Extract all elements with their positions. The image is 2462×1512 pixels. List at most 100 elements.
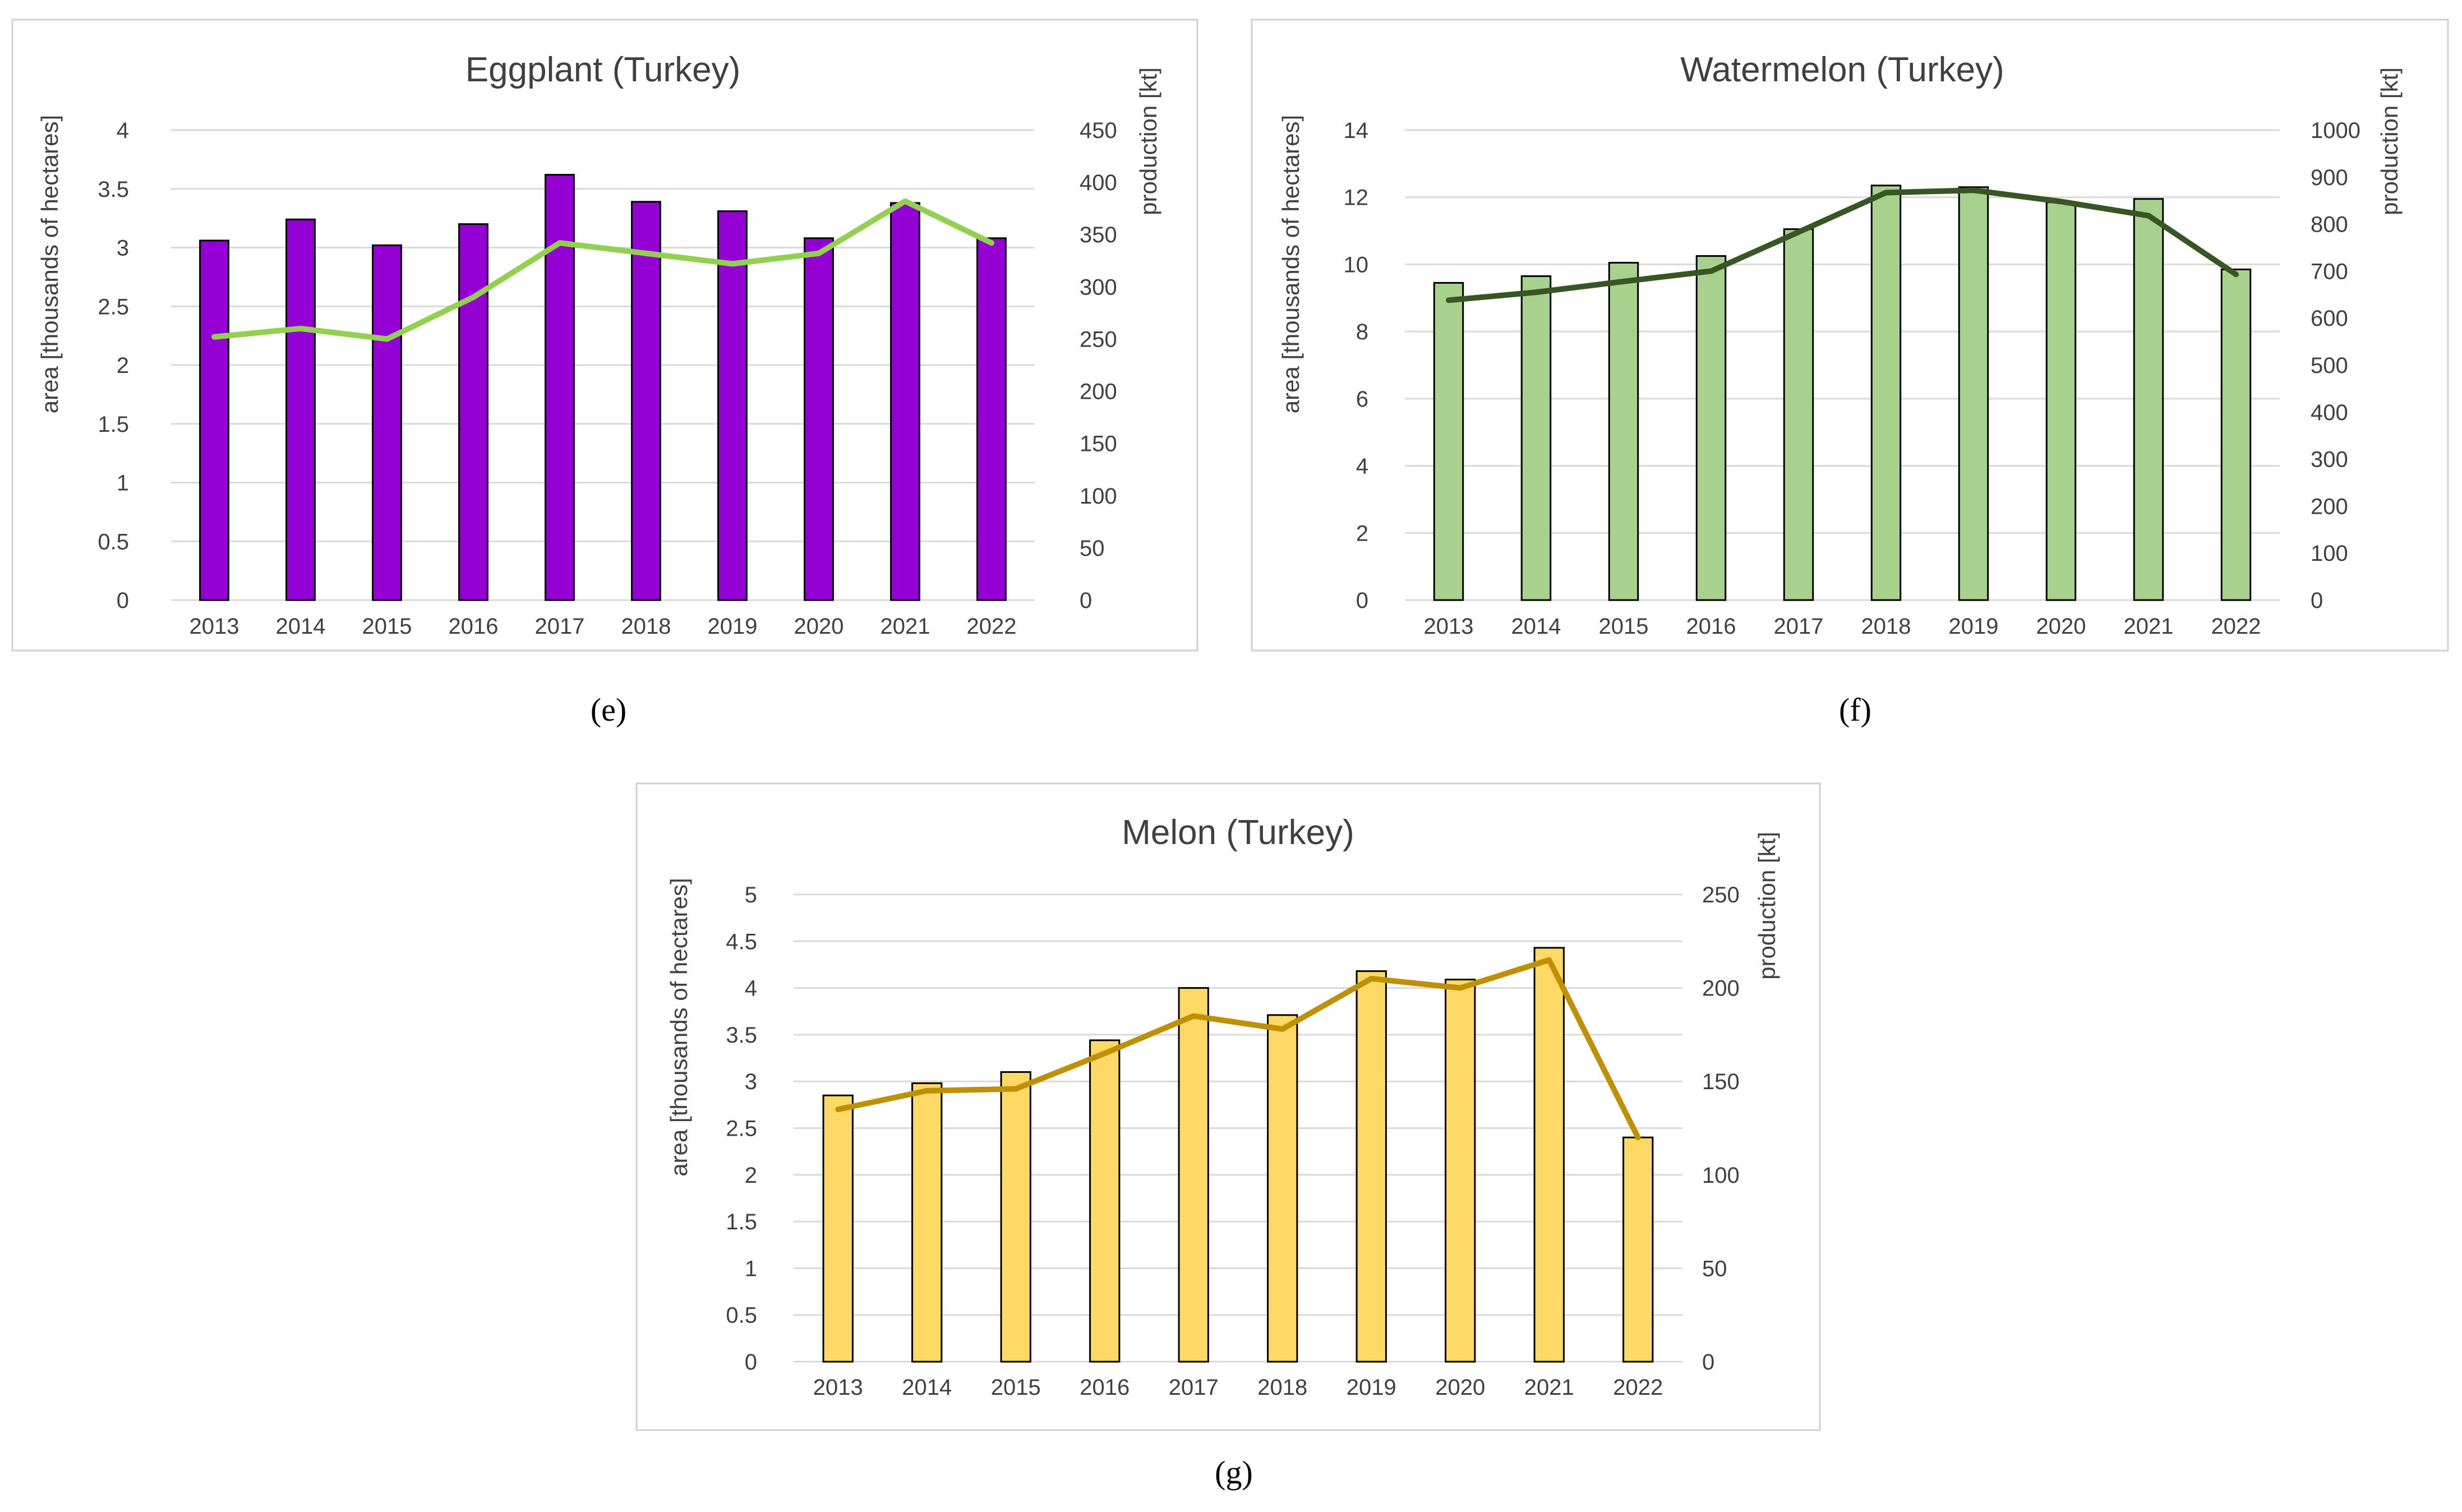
y2-tick-label: 300 — [1080, 275, 1117, 299]
bar — [717, 210, 748, 601]
bar — [2045, 201, 2077, 601]
bar — [2133, 198, 2164, 601]
bar — [1267, 1014, 1298, 1363]
bar — [1622, 1136, 1654, 1363]
chart-title: Eggplant (Turkey) — [465, 50, 740, 89]
series-line — [211, 198, 994, 342]
y2-tick-label: 500 — [2311, 353, 2348, 378]
x-tick-label: 2014 — [902, 1375, 952, 1400]
y-tick-label: 0.5 — [98, 529, 129, 554]
y2-tick-label: 150 — [1080, 432, 1117, 457]
x-tick-label: 2020 — [1435, 1375, 1485, 1400]
bar — [1958, 186, 1989, 601]
y2-tick-label: 150 — [1702, 1070, 1740, 1094]
bar — [545, 174, 575, 601]
y-tick-label: 0.5 — [726, 1303, 757, 1328]
y2-tick-label: 400 — [1080, 170, 1117, 195]
x-tick-label: 2022 — [2211, 614, 2261, 639]
y2-tick-label: 600 — [2311, 306, 2348, 331]
bar — [631, 201, 661, 601]
x-tick-label: 2022 — [1613, 1375, 1663, 1400]
chart-frame — [11, 19, 1198, 652]
y2-tick-label: 300 — [2311, 448, 2348, 472]
y-tick-label: 3.5 — [726, 1023, 757, 1048]
y-tick-label: 1 — [117, 471, 129, 496]
y-tick-label: 8 — [1356, 320, 1368, 344]
y2-axis-title: production [kt] — [2376, 67, 2403, 215]
y2-tick-label: 100 — [1080, 484, 1117, 509]
y2-tick-label: 400 — [2311, 400, 2348, 425]
y2-tick-label: 250 — [1080, 327, 1117, 352]
bar — [1000, 1071, 1031, 1363]
bar — [1520, 275, 1552, 601]
y2-tick-label: 350 — [1080, 223, 1117, 247]
x-tick-label: 2021 — [1524, 1375, 1574, 1400]
y2-tick-label: 250 — [1702, 883, 1740, 907]
bar — [976, 237, 1007, 601]
y-tick-label: 6 — [1356, 387, 1368, 412]
x-tick-label: 2013 — [190, 614, 239, 639]
y-tick-label: 10 — [1344, 252, 1369, 277]
bar — [1783, 228, 1814, 601]
y-tick-label: 2 — [117, 353, 129, 378]
y2-tick-label: 0 — [2311, 588, 2323, 613]
x-tick-label: 2021 — [2124, 614, 2174, 639]
y-tick-label: 2.5 — [726, 1117, 757, 1141]
x-tick-label: 2018 — [1257, 1375, 1307, 1400]
y-axis-title: area [thousands of hectares] — [1278, 115, 1304, 413]
x-tick-label: 2018 — [621, 614, 671, 639]
bar — [1870, 185, 1902, 601]
bar — [458, 223, 488, 601]
bar — [1178, 987, 1209, 1363]
panel-caption: (g) — [1215, 1454, 1253, 1491]
chart-title: Melon (Turkey) — [1122, 813, 1354, 852]
y-tick-label: 1 — [745, 1256, 757, 1281]
x-tick-label: 2015 — [1599, 614, 1649, 639]
y2-tick-label: 900 — [2311, 165, 2348, 190]
y2-tick-label: 100 — [1702, 1163, 1740, 1188]
y-tick-label: 5 — [745, 883, 757, 907]
y2-tick-label: 700 — [2311, 259, 2348, 284]
y-tick-label: 0 — [745, 1350, 757, 1375]
x-tick-label: 2019 — [708, 614, 758, 639]
bar — [1356, 970, 1387, 1363]
y2-tick-label: 450 — [1080, 118, 1117, 143]
y2-tick-label: 800 — [2311, 213, 2348, 237]
bar — [1445, 979, 1476, 1363]
x-tick-label: 2015 — [991, 1375, 1041, 1400]
bar — [199, 239, 229, 601]
x-tick-label: 2019 — [1949, 614, 1999, 639]
bar — [822, 1094, 854, 1363]
x-tick-label: 2013 — [1424, 614, 1474, 639]
chart-title: Watermelon (Turkey) — [1680, 50, 2004, 89]
y-tick-label: 4 — [117, 118, 129, 143]
x-tick-label: 2017 — [1169, 1375, 1219, 1400]
y2-tick-label: 200 — [1080, 380, 1117, 404]
y-tick-label: 12 — [1344, 186, 1369, 210]
y-tick-label: 4 — [745, 976, 757, 1001]
y-tick-label: 3 — [117, 236, 129, 261]
chart-2: 00.511.522.533.544.550501001502002502013… — [635, 782, 1821, 1431]
x-tick-label: 2019 — [1347, 1375, 1396, 1400]
bar — [2220, 268, 2252, 601]
x-tick-label: 2017 — [535, 614, 585, 639]
bar — [1089, 1039, 1121, 1363]
x-tick-label: 2013 — [813, 1375, 863, 1400]
x-tick-label: 2016 — [1686, 614, 1736, 639]
y2-tick-label: 0 — [1702, 1350, 1714, 1375]
x-tick-label: 2016 — [449, 614, 499, 639]
y2-tick-label: 200 — [1702, 976, 1740, 1001]
x-tick-label: 2022 — [967, 614, 1017, 639]
y-axis-title: area [thousands of hectares] — [666, 878, 692, 1176]
x-tick-label: 2017 — [1774, 614, 1824, 639]
x-tick-label: 2016 — [1080, 1375, 1129, 1400]
series-line — [835, 957, 1641, 1141]
y-tick-label: 0 — [1356, 588, 1368, 613]
y2-tick-label: 50 — [1702, 1256, 1727, 1281]
y-tick-label: 2 — [745, 1163, 757, 1188]
x-tick-label: 2018 — [1861, 614, 1911, 639]
panel-caption: (f) — [1839, 692, 1871, 728]
y-tick-label: 4.5 — [726, 929, 757, 954]
y-axis-title: area [thousands of hectares] — [36, 115, 63, 413]
